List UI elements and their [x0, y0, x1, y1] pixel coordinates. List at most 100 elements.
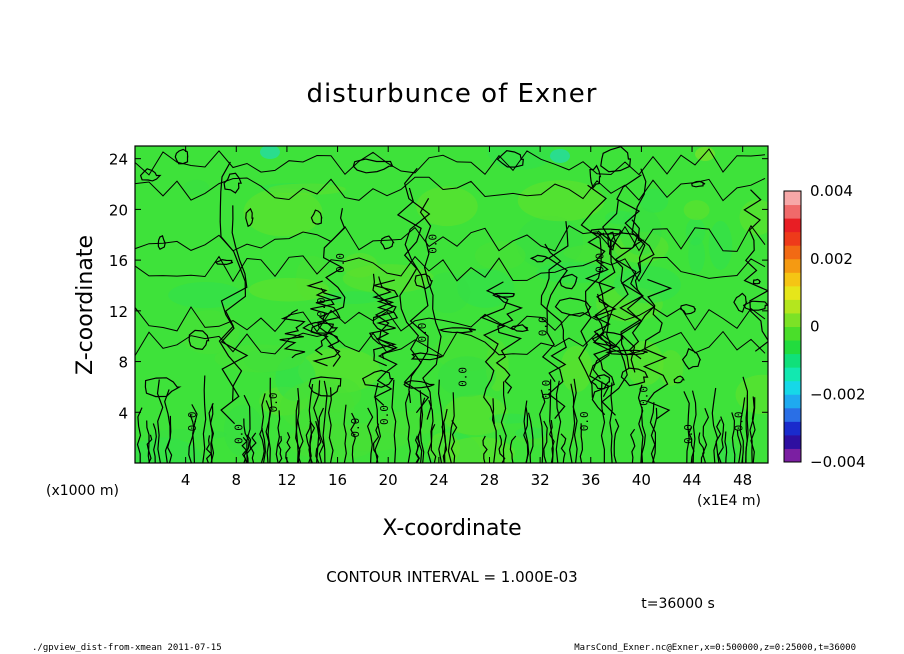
field-patch: [424, 272, 471, 314]
contour-line: [220, 205, 249, 425]
contour-line: [717, 416, 725, 463]
contour-line: [417, 390, 424, 463]
x-tick-label: 24: [429, 471, 448, 489]
field-patch: [487, 146, 555, 170]
y-tick-label: 12: [109, 303, 128, 321]
contour-line: [711, 387, 719, 463]
contour-line: [305, 421, 312, 463]
contour-line: [437, 379, 444, 463]
contour-loop: [605, 349, 648, 356]
contour-value-label: 0.0: [233, 424, 246, 444]
x-tick-label: 12: [277, 471, 296, 489]
y-axis-label: Z-coordinate: [73, 235, 98, 375]
contour-line: [637, 384, 644, 463]
contour-line: [218, 161, 247, 401]
field-patch: [280, 380, 355, 433]
chart-title: disturbunce of Exner: [307, 79, 598, 109]
x-tick-label: 32: [531, 471, 550, 489]
field-patch: [168, 282, 243, 309]
contour-line: [318, 407, 325, 463]
y-tick-label: 24: [109, 151, 128, 169]
contour-line: [609, 382, 613, 463]
contour-line: [312, 287, 342, 367]
contour-line: [715, 419, 722, 463]
contour-line: [541, 221, 569, 419]
contour-line: [414, 435, 420, 463]
contour-loop: [144, 377, 182, 398]
contour-value-label: 0.0: [638, 386, 651, 406]
colorbar-segment: [784, 407, 801, 422]
field-patch: [248, 277, 330, 302]
field-patch: [268, 183, 346, 195]
contour-line: [306, 280, 335, 356]
contour-loop: [414, 273, 433, 290]
contour-line: [620, 168, 647, 373]
contour-line: [297, 419, 304, 463]
colorbar-segment: [784, 218, 801, 233]
x-axis-label: X-coordinate: [382, 516, 521, 541]
contour-line: [279, 309, 306, 359]
field-patch: [223, 404, 264, 457]
contour-loop: [302, 321, 339, 334]
contour-line: [156, 379, 164, 463]
contour-line: [372, 279, 399, 367]
contour-loop: [589, 164, 602, 189]
contour-value-label: 0.0: [349, 418, 362, 438]
contour-line: [275, 410, 281, 463]
x-tick-label: 36: [581, 471, 600, 489]
contour-value-label: 0.0: [416, 323, 429, 343]
contour-line: [277, 435, 283, 463]
contour-line: [572, 378, 578, 463]
contour-loop: [139, 168, 162, 182]
contour-line: [742, 376, 749, 463]
contour-line: [578, 184, 607, 398]
contour-line: [589, 230, 616, 397]
contour-line: [366, 407, 374, 463]
contour-line: [539, 389, 546, 463]
plot-area: 0.0 0.0 0.0 0.0 0.0 0.0 0.0 0.0 0.0 0.0 0.0 0.0 0.0 0…: [134, 145, 769, 464]
contour-line: [500, 381, 507, 463]
contour-value-label: 0.0: [334, 253, 347, 273]
field-patch: [516, 215, 584, 270]
contour-line: [265, 400, 271, 463]
contour-value-label: 0.0: [733, 411, 746, 431]
field-patch: [688, 236, 705, 274]
contour-loop: [620, 367, 649, 387]
contour-loop: [410, 352, 443, 361]
contour-line: [579, 423, 584, 463]
colorbar: [783, 190, 802, 463]
contour-loop: [681, 347, 702, 370]
contour-line: [731, 412, 736, 463]
contour-line: [374, 382, 382, 463]
contour-loop: [600, 146, 632, 173]
field-patch: [214, 344, 305, 373]
contour-loop: [673, 375, 685, 384]
contour-value-label: 0.0: [315, 297, 328, 317]
contour-line: [509, 435, 517, 463]
colorbar-segment: [784, 299, 801, 314]
contour-value-label: 0.0: [267, 392, 280, 412]
contour-line: [285, 432, 291, 463]
x-tick-label: 48: [733, 471, 752, 489]
contour-line: [491, 398, 497, 463]
colorbar-tick-label: 0.002: [810, 250, 853, 268]
contour-line: [308, 384, 314, 463]
colorbar-segment: [784, 312, 801, 327]
x-axis: 4 8 12 16 20 24 28 32 36 40 44 48: [181, 146, 752, 489]
contour-line: [749, 397, 756, 463]
contour-line: [527, 412, 534, 463]
contour-loop: [590, 374, 611, 390]
colorbar-segment: [784, 204, 801, 219]
contour-loop: [529, 254, 549, 263]
contour-line: [600, 381, 606, 463]
x-tick-label: 28: [480, 471, 499, 489]
footer-right: MarsCond_Exner.nc@Exner,x=0:500000,z=0:2…: [574, 643, 856, 653]
contour-loop: [607, 231, 617, 251]
contour-loop: [510, 324, 529, 333]
contour-line: [135, 148, 766, 176]
field-patch: [708, 220, 733, 270]
contour-line: [549, 379, 554, 463]
colorbar-tick-label: 0: [810, 318, 820, 336]
contour-line: [146, 434, 153, 463]
contour-value-label: 0.0: [426, 234, 439, 254]
